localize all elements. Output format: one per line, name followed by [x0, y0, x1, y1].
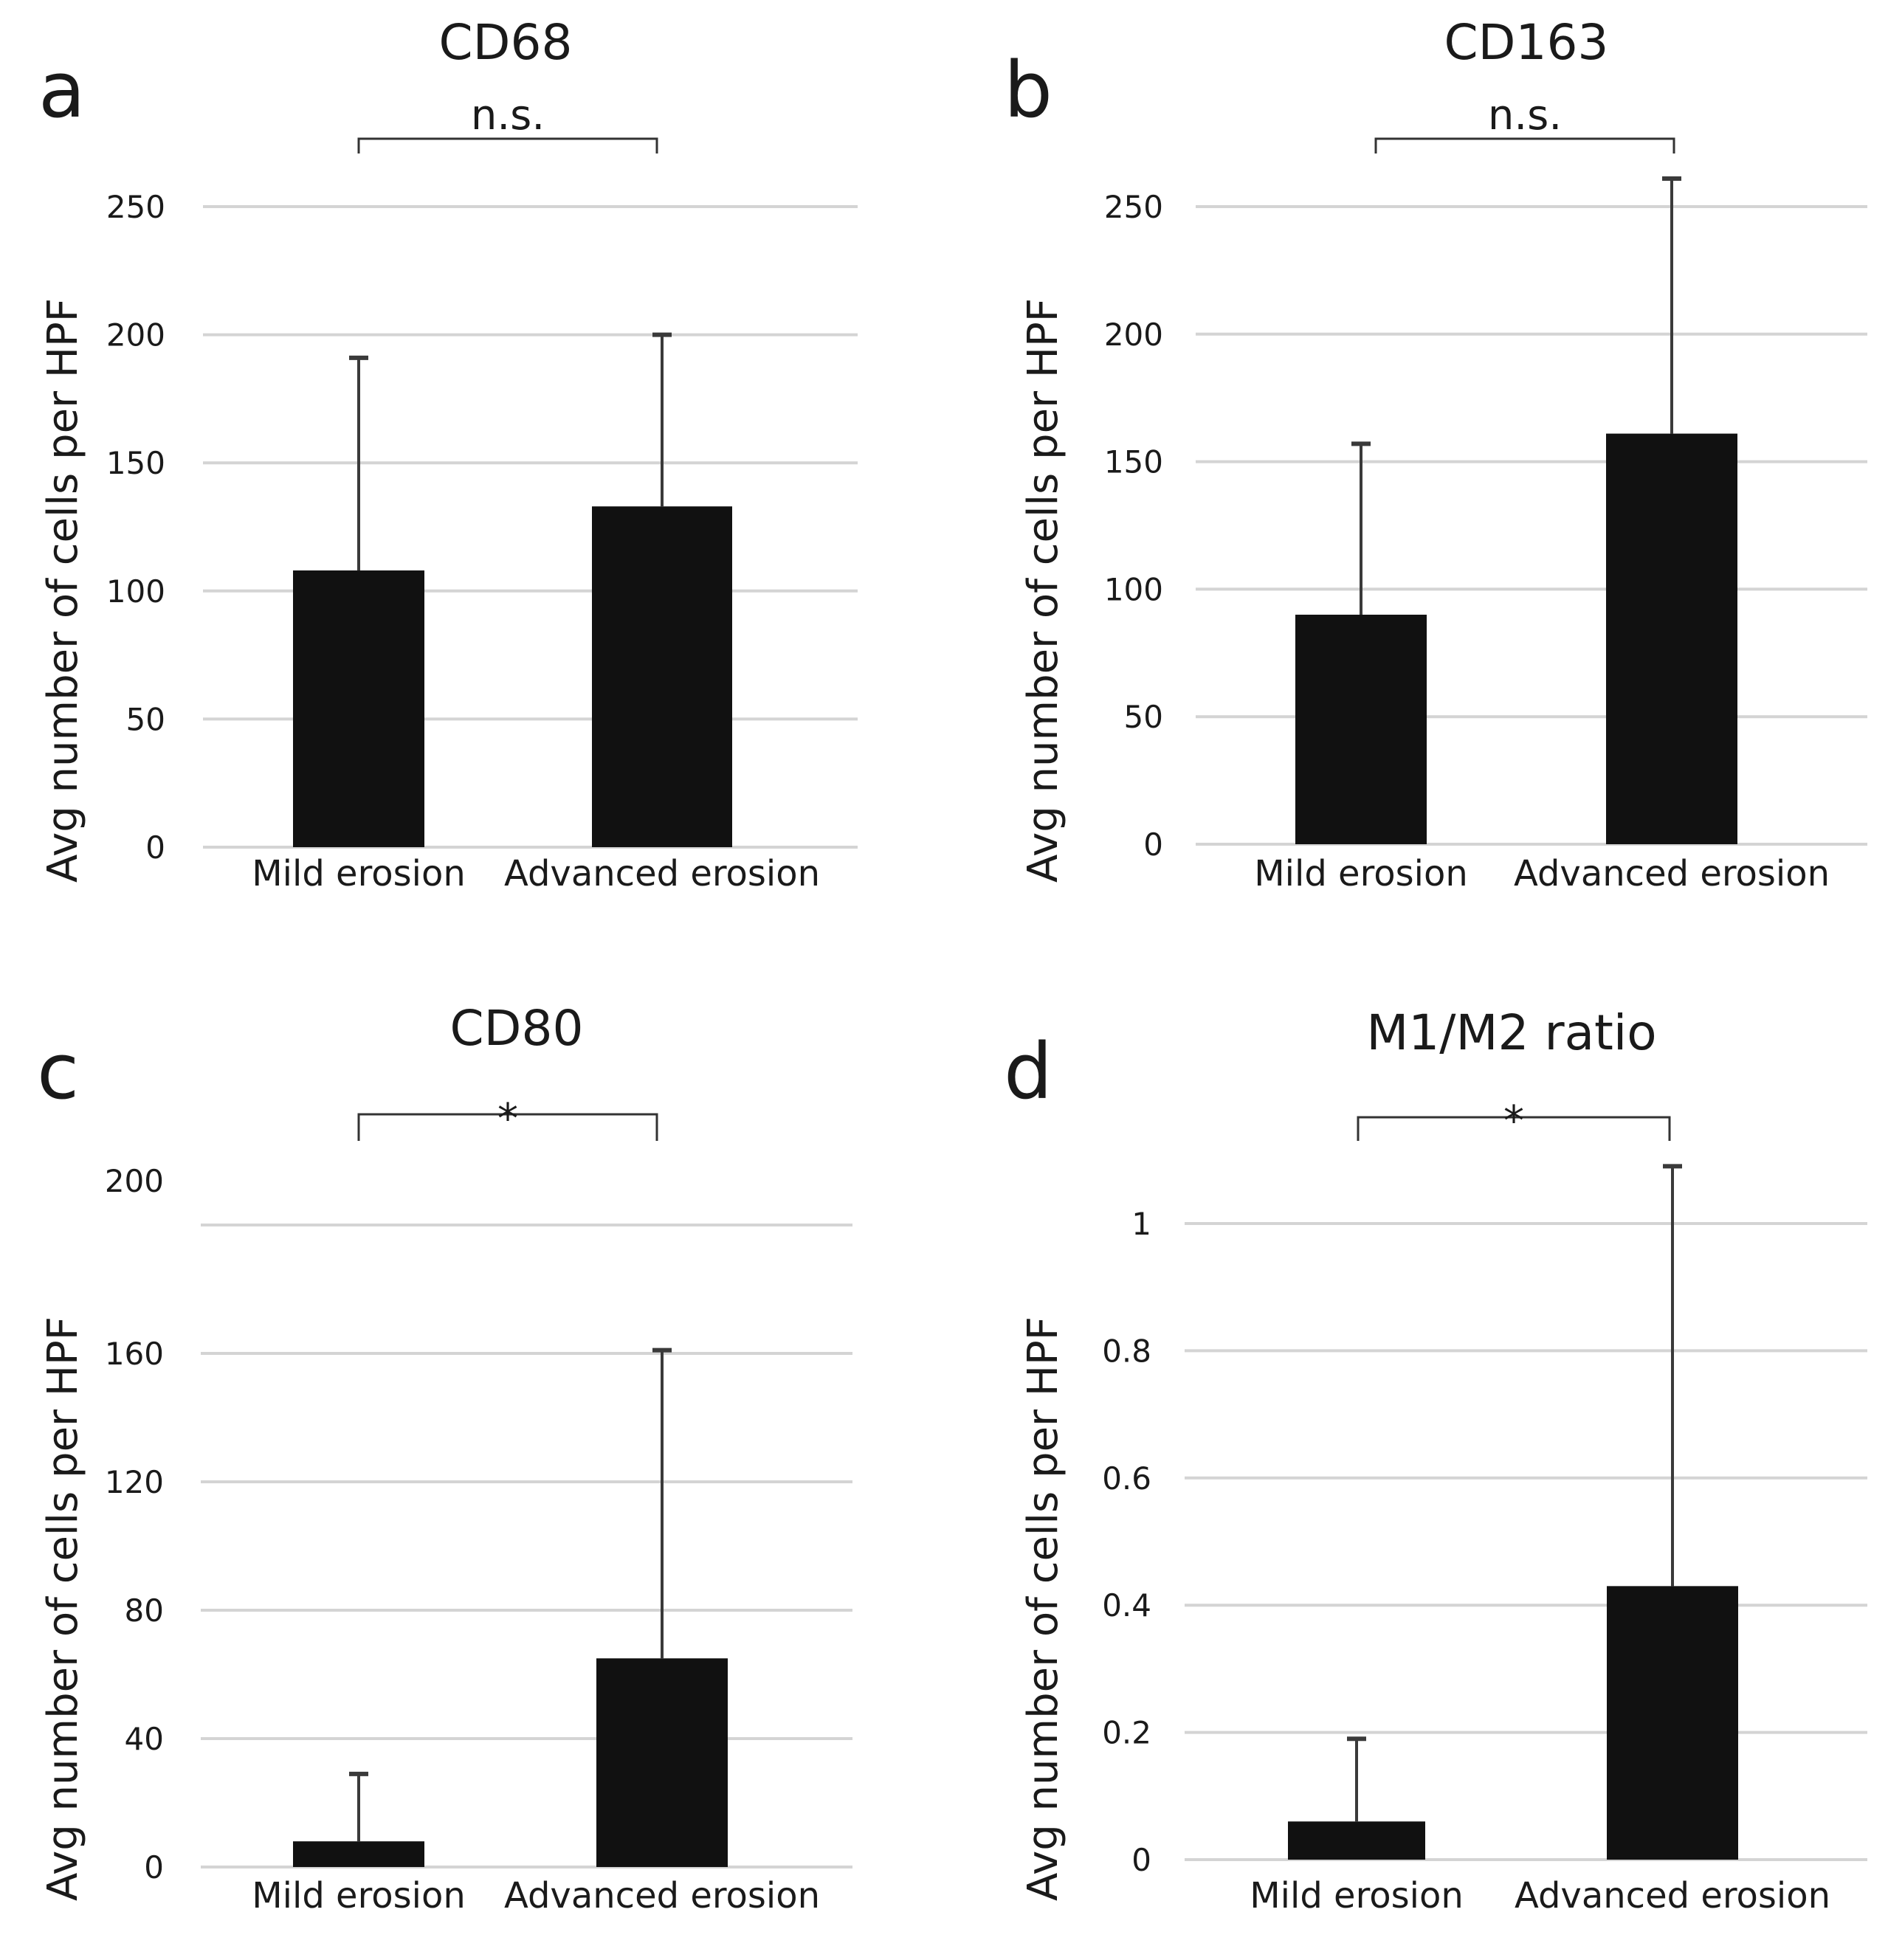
bar-mild-erosion	[293, 570, 424, 847]
x-category-label: Mild erosion	[1250, 1875, 1464, 1916]
significance-bracket	[357, 1113, 658, 1141]
y-tick-label: 1	[1131, 1206, 1151, 1242]
panel-letter: c	[37, 1026, 79, 1117]
significance-bracket	[1357, 1116, 1671, 1141]
y-tick-label: 160	[105, 1336, 164, 1372]
y-tick-label: 50	[1124, 699, 1163, 735]
x-category-label: Advanced erosion	[504, 853, 820, 894]
bar-mild-erosion	[1295, 614, 1427, 844]
panel-letter: b	[1004, 45, 1052, 135]
y-tick-label: 250	[106, 189, 165, 225]
bar-advanced-erosion	[1606, 433, 1737, 844]
y-tick-label: 120	[105, 1464, 164, 1500]
y-tick-label: 50	[126, 701, 165, 737]
x-category-label: Advanced erosion	[1514, 853, 1830, 894]
y-tick-label: 0	[145, 829, 165, 866]
x-category-label: Mild erosion	[252, 853, 466, 894]
y-axis-label: Avg number of cells per HPF	[39, 1317, 87, 1901]
y-tick-label: 200	[1104, 317, 1163, 353]
y-tick-label: 0.4	[1102, 1587, 1151, 1623]
y-tick-label: 100	[1104, 571, 1163, 607]
x-category-label: Mild erosion	[252, 1875, 466, 1916]
chart-title: CD68	[439, 14, 573, 71]
x-category-label: Advanced erosion	[504, 1875, 820, 1916]
x-category-label: Mild erosion	[1254, 853, 1468, 894]
bar-mild-erosion	[1288, 1821, 1425, 1860]
chart-title: CD163	[1444, 14, 1609, 71]
bar-mild-erosion	[293, 1841, 424, 1867]
y-tick-label: 0	[1131, 1842, 1151, 1878]
chart-panel-a: a CD68 0 50 100 150 200 250 Mild erosion Advanced…	[38, 14, 858, 894]
bar-advanced-erosion	[592, 506, 732, 847]
chart-panel-c: c CD80 0 40 80 120 160 200 Mild erosion Advanced …	[37, 1000, 852, 1916]
y-tick-label: 200	[105, 1163, 164, 1199]
x-category-label: Advanced erosion	[1515, 1875, 1830, 1916]
y-tick-label: 150	[1104, 444, 1163, 480]
chart-title: M1/M2 ratio	[1366, 1004, 1656, 1061]
y-tick-label: 0.8	[1102, 1333, 1151, 1369]
significance-label: *	[1503, 1097, 1524, 1145]
y-tick-label: 40	[125, 1721, 164, 1757]
significance-bracket	[357, 137, 658, 153]
y-tick-label: 150	[106, 445, 165, 481]
bar-advanced-erosion	[596, 1658, 728, 1867]
y-axis-label: Avg number of cells per HPF	[1019, 298, 1067, 883]
y-tick-label: 0	[144, 1849, 164, 1885]
significance-label: n.s.	[471, 92, 545, 139]
y-axis-label: Avg number of cells per HPF	[1019, 1317, 1067, 1901]
y-tick-label: 100	[106, 573, 165, 610]
y-tick-label: 200	[106, 317, 165, 353]
y-tick-label: 80	[125, 1592, 164, 1629]
panel-letter: d	[1004, 1026, 1052, 1117]
y-tick-label: 0.2	[1102, 1715, 1151, 1751]
y-axis-label: Avg number of cells per HPF	[39, 298, 87, 883]
y-tick-label: 0.6	[1102, 1460, 1151, 1497]
significance-bracket	[1374, 137, 1675, 153]
y-tick-label: 250	[1104, 189, 1163, 225]
significance-label: n.s.	[1488, 92, 1562, 139]
y-tick-label: 0	[1143, 827, 1163, 863]
significance-label: *	[497, 1095, 518, 1143]
chart-panel-d: d M1/M2 ratio 0 0.2 0.4 0.6 0.8 1 Mild erosion Ad…	[1004, 1004, 1867, 1916]
chart-panel-b: b CD163 0 50 100 150 200 250 Mild erosion Advance…	[1004, 14, 1867, 894]
bar-advanced-erosion	[1607, 1586, 1738, 1860]
panel-letter: a	[38, 45, 86, 135]
chart-title: CD80	[450, 1000, 584, 1057]
